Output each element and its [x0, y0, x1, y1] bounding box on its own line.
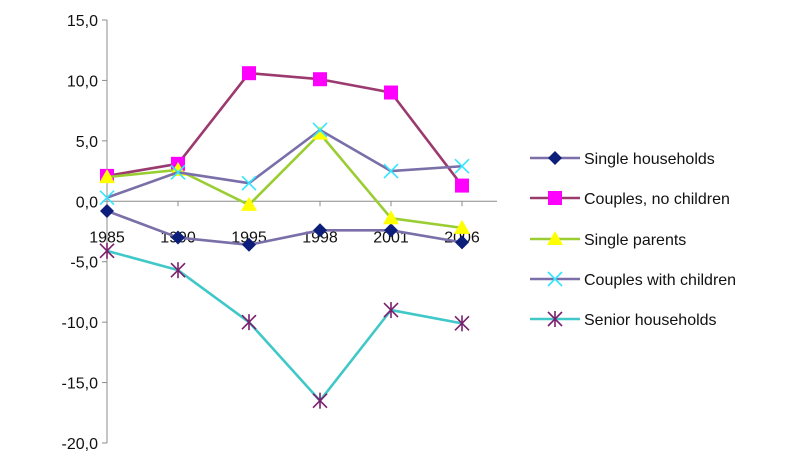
series-4	[99, 242, 470, 409]
y-tick-label: -15,0	[62, 376, 99, 393]
series-line	[106, 71, 464, 187]
series-0	[100, 203, 469, 252]
legend-item: Single households	[530, 151, 715, 168]
x-tick-label: 1985	[89, 229, 125, 246]
data-point	[312, 125, 328, 140]
y-axis: 15,0 10,0 5,0 0,0 -5,0 -10,0 -15,0 -20,0	[62, 13, 108, 453]
y-tick-label: 5,0	[76, 134, 98, 151]
legend-label: Couples, no children	[584, 191, 730, 208]
data-point	[454, 158, 470, 174]
data-point	[99, 242, 115, 259]
data-point	[313, 223, 327, 238]
legend-item: Couples with children	[530, 271, 736, 289]
y-tick-label: 15,0	[67, 13, 98, 30]
data-point	[241, 314, 257, 331]
legend-marker	[547, 311, 563, 327]
series-line	[106, 132, 463, 230]
data-point	[242, 66, 256, 81]
y-tick-label: 10,0	[67, 73, 98, 90]
series-3	[99, 122, 470, 206]
data-point	[455, 235, 469, 250]
legend-label: Couples with children	[584, 272, 736, 289]
data-point	[384, 223, 398, 238]
data-point	[170, 262, 186, 279]
y-tick-label: 0,0	[76, 194, 98, 211]
legend-marker	[548, 151, 562, 165]
legend-marker	[547, 271, 563, 287]
legend-label: Single parents	[584, 232, 686, 249]
data-point	[100, 203, 114, 218]
data-point	[241, 175, 257, 191]
legend-item: Couples, no children	[530, 191, 730, 208]
data-point	[383, 302, 399, 319]
data-point	[99, 190, 115, 206]
data-point	[312, 392, 328, 409]
legend-item: Single parents	[530, 231, 686, 249]
data-point	[383, 163, 399, 179]
data-point	[383, 210, 399, 225]
data-point	[455, 178, 469, 193]
legend: Single households Couples, no children Sin…	[530, 151, 736, 329]
data-point	[313, 72, 327, 87]
data-point	[241, 196, 257, 211]
legend-item: Senior households	[530, 311, 717, 329]
y-tick-label: -10,0	[62, 315, 99, 332]
data-point	[384, 85, 398, 100]
data-point	[170, 164, 186, 180]
legend-marker	[547, 231, 563, 245]
series-lines	[99, 66, 470, 409]
series-line	[106, 128, 463, 199]
data-point	[454, 219, 470, 234]
data-point	[454, 315, 470, 332]
legend-label: Single households	[584, 151, 715, 168]
series-line	[106, 249, 463, 403]
y-tick-label: -5,0	[70, 255, 98, 272]
y-tick-label: -20,0	[62, 436, 99, 453]
series-1	[100, 66, 469, 193]
series-line	[106, 209, 463, 247]
legend-label: Senior households	[584, 312, 717, 329]
data-point	[99, 169, 115, 184]
legend-marker	[548, 191, 562, 205]
x-tick-label: 2001	[373, 229, 409, 246]
data-point	[242, 237, 256, 252]
x-tick-label: 1998	[302, 229, 338, 246]
data-point	[312, 122, 328, 138]
data-point	[171, 230, 185, 245]
